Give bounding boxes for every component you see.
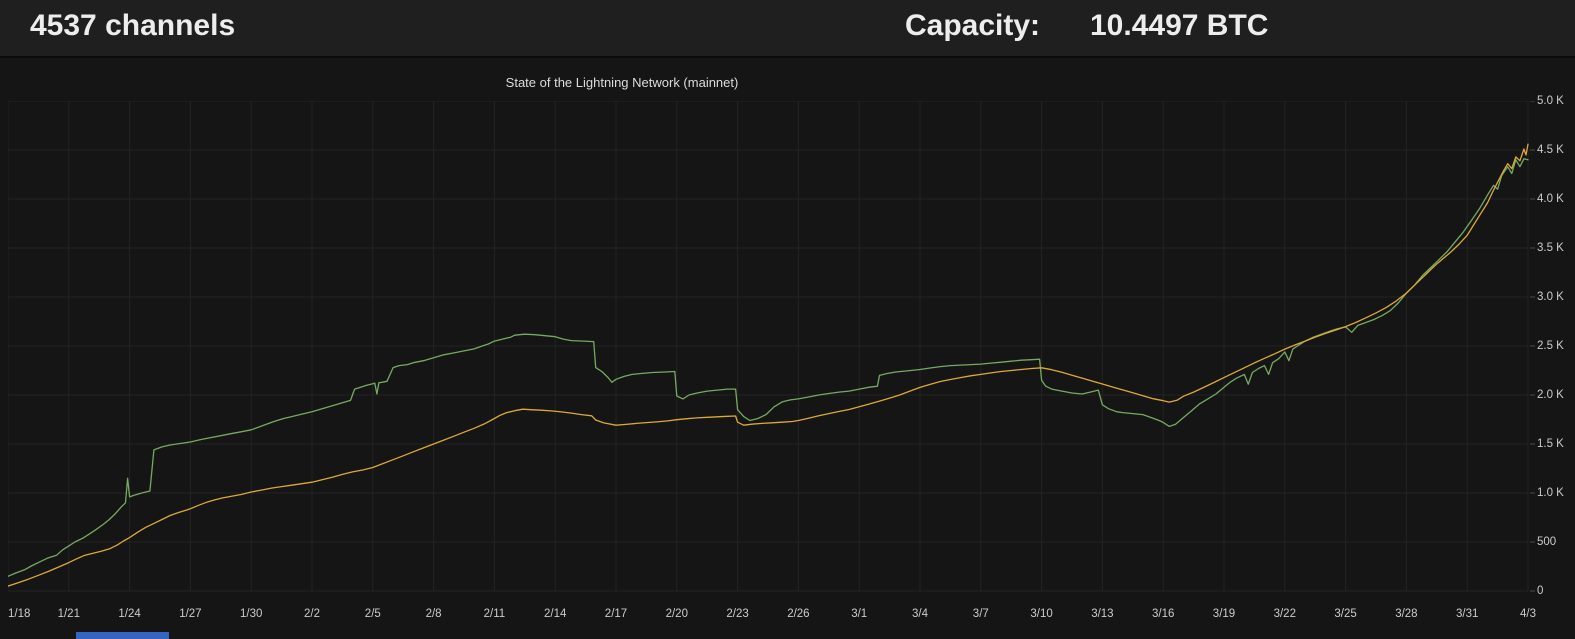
y-tick-label: 1.0 K: [1537, 487, 1564, 499]
capacity-stat-label: Capacity:: [905, 9, 1041, 42]
x-tick-label: 3/19: [1212, 608, 1236, 620]
x-tick-label: 1/21: [57, 608, 80, 620]
y-tick-label: 4.5 K: [1537, 144, 1564, 156]
chart-panel: State of the Lightning Network (mainnet)…: [0, 60, 1575, 639]
y-tick-label: 0: [1537, 585, 1544, 597]
y-tick-label: 2.0 K: [1537, 389, 1564, 401]
plot-area[interactable]: [8, 101, 1538, 593]
x-tick-label: 3/1: [851, 608, 868, 620]
x-tick-label: 1/24: [118, 608, 141, 620]
y-tick-label: 1.5 K: [1537, 438, 1564, 450]
x-tick-label: 1/27: [179, 608, 202, 620]
capacity-stat-value: 10.4497 BTC: [1090, 9, 1269, 42]
x-tick-label: 4/3: [1520, 608, 1536, 620]
x-tick-label: 2/2: [304, 608, 320, 620]
x-tick-label: 3/31: [1455, 608, 1479, 620]
x-tick-label: 2/5: [364, 608, 381, 620]
x-tick-label: 1/18: [8, 608, 31, 620]
series-line-green: [8, 158, 1529, 577]
x-tick-label: 3/4: [912, 608, 928, 620]
panel-title[interactable]: State of the Lightning Network (mainnet): [505, 75, 739, 90]
x-tick-label: 2/17: [604, 608, 628, 620]
y-tick-label: 5.0 K: [1537, 95, 1564, 107]
x-tick-label: 3/10: [1030, 608, 1053, 620]
x-tick-label: 2/14: [543, 608, 567, 620]
x-tick-label: 3/13: [1091, 608, 1114, 620]
y-tick-label: 4.0 K: [1537, 193, 1564, 205]
y-tick-label: 2.5 K: [1537, 340, 1564, 352]
series-line-yellow: [8, 143, 1529, 587]
bottom-blue-strip: [76, 632, 169, 639]
y-tick-label: 3.5 K: [1537, 242, 1564, 254]
stats-topbar: 4537 channels Capacity: 10.4497 BTC: [0, 0, 1575, 58]
x-tick-label: 2/11: [483, 608, 506, 620]
x-tick-label: 3/28: [1395, 608, 1418, 620]
y-tick-label: 500: [1537, 536, 1557, 548]
x-tick-label: 1/30: [239, 608, 263, 620]
channels-stat: 4537 channels: [30, 9, 236, 42]
x-tick-label: 3/25: [1334, 608, 1357, 620]
x-tick-label: 2/8: [425, 608, 442, 620]
x-tick-label: 3/16: [1151, 608, 1175, 620]
x-tick-label: 3/7: [972, 608, 989, 620]
x-tick-label: 2/23: [726, 608, 749, 620]
x-tick-label: 2/26: [787, 608, 810, 620]
x-tick-label: 3/22: [1273, 608, 1296, 620]
y-tick-label: 3.0 K: [1537, 291, 1564, 303]
x-tick-label: 2/20: [665, 608, 688, 620]
